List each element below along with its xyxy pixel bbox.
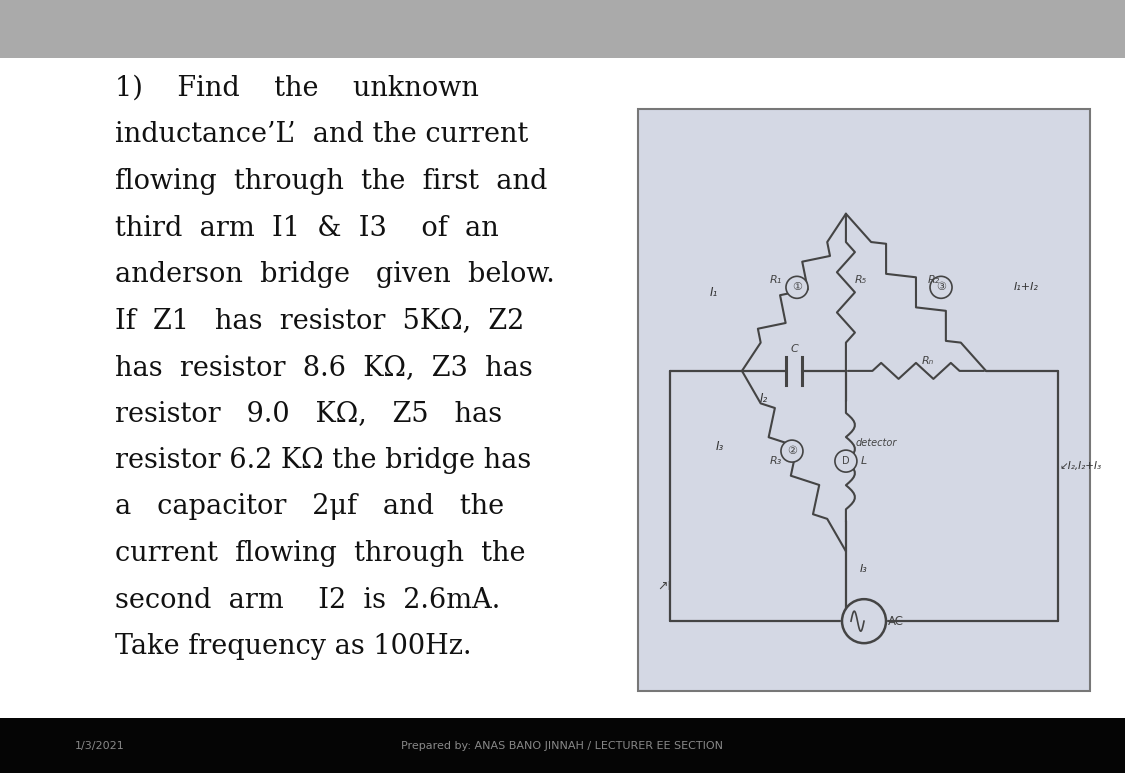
Text: Take frequency as 100Hz.: Take frequency as 100Hz. — [115, 633, 471, 660]
Text: 1/3/2021: 1/3/2021 — [75, 741, 125, 751]
Text: flowing  through  the  first  and: flowing through the first and — [115, 168, 548, 195]
Text: AC: AC — [888, 615, 904, 628]
Text: I₃: I₃ — [716, 440, 724, 453]
Bar — [0, 58, 1125, 718]
Text: R₂: R₂ — [928, 275, 940, 285]
Circle shape — [835, 450, 857, 472]
Text: R₅: R₅ — [855, 275, 867, 285]
Text: R₁: R₁ — [770, 275, 782, 285]
Circle shape — [930, 276, 952, 298]
Text: R₃: R₃ — [770, 456, 782, 466]
Text: I₂: I₂ — [759, 393, 768, 405]
Text: detector: detector — [855, 438, 897, 448]
Text: ②: ② — [788, 446, 796, 456]
Text: resistor 6.2 KΩ the bridge has: resistor 6.2 KΩ the bridge has — [115, 447, 531, 474]
Text: I₃: I₃ — [860, 564, 867, 574]
Text: Rₙ: Rₙ — [921, 356, 934, 366]
Text: L: L — [861, 456, 867, 466]
Text: resistor   9.0   KΩ,   Z5   has: resistor 9.0 KΩ, Z5 has — [115, 400, 502, 427]
Circle shape — [842, 599, 886, 643]
Text: ③: ③ — [936, 282, 946, 292]
Text: If  Z1   has  resistor  5KΩ,  Z2: If Z1 has resistor 5KΩ, Z2 — [115, 308, 524, 335]
Text: has  resistor  8.6  KΩ,  Z3  has: has resistor 8.6 KΩ, Z3 has — [115, 354, 533, 381]
Text: ↙I₂,I₂+I₃: ↙I₂,I₂+I₃ — [1060, 461, 1101, 471]
Text: second  arm    I2  is  2.6mA.: second arm I2 is 2.6mA. — [115, 587, 501, 614]
Text: C: C — [790, 344, 798, 354]
Text: D: D — [843, 456, 849, 466]
Text: Prepared by: ANAS BANO JINNAH / LECTURER EE SECTION: Prepared by: ANAS BANO JINNAH / LECTURER… — [400, 741, 723, 751]
Bar — [0, 718, 1125, 773]
Text: ①: ① — [792, 282, 802, 292]
Text: I₁: I₁ — [710, 286, 718, 299]
Circle shape — [781, 440, 803, 462]
Text: inductance’L’  and the current: inductance’L’ and the current — [115, 121, 529, 148]
Text: current  flowing  through  the: current flowing through the — [115, 540, 525, 567]
Bar — [0, 0, 1125, 58]
Text: third  arm  I1  &  I3    of  an: third arm I1 & I3 of an — [115, 214, 498, 241]
Circle shape — [786, 276, 808, 298]
Text: a   capacitor   2μf   and   the: a capacitor 2μf and the — [115, 493, 504, 520]
Text: I₁+I₂: I₁+I₂ — [1014, 282, 1038, 292]
Bar — [638, 109, 1090, 691]
Text: 1)    Find    the    unknown: 1) Find the unknown — [115, 75, 479, 102]
Text: anderson  bridge   given  below.: anderson bridge given below. — [115, 261, 555, 288]
Text: ↗I: ↗I — [658, 580, 672, 593]
